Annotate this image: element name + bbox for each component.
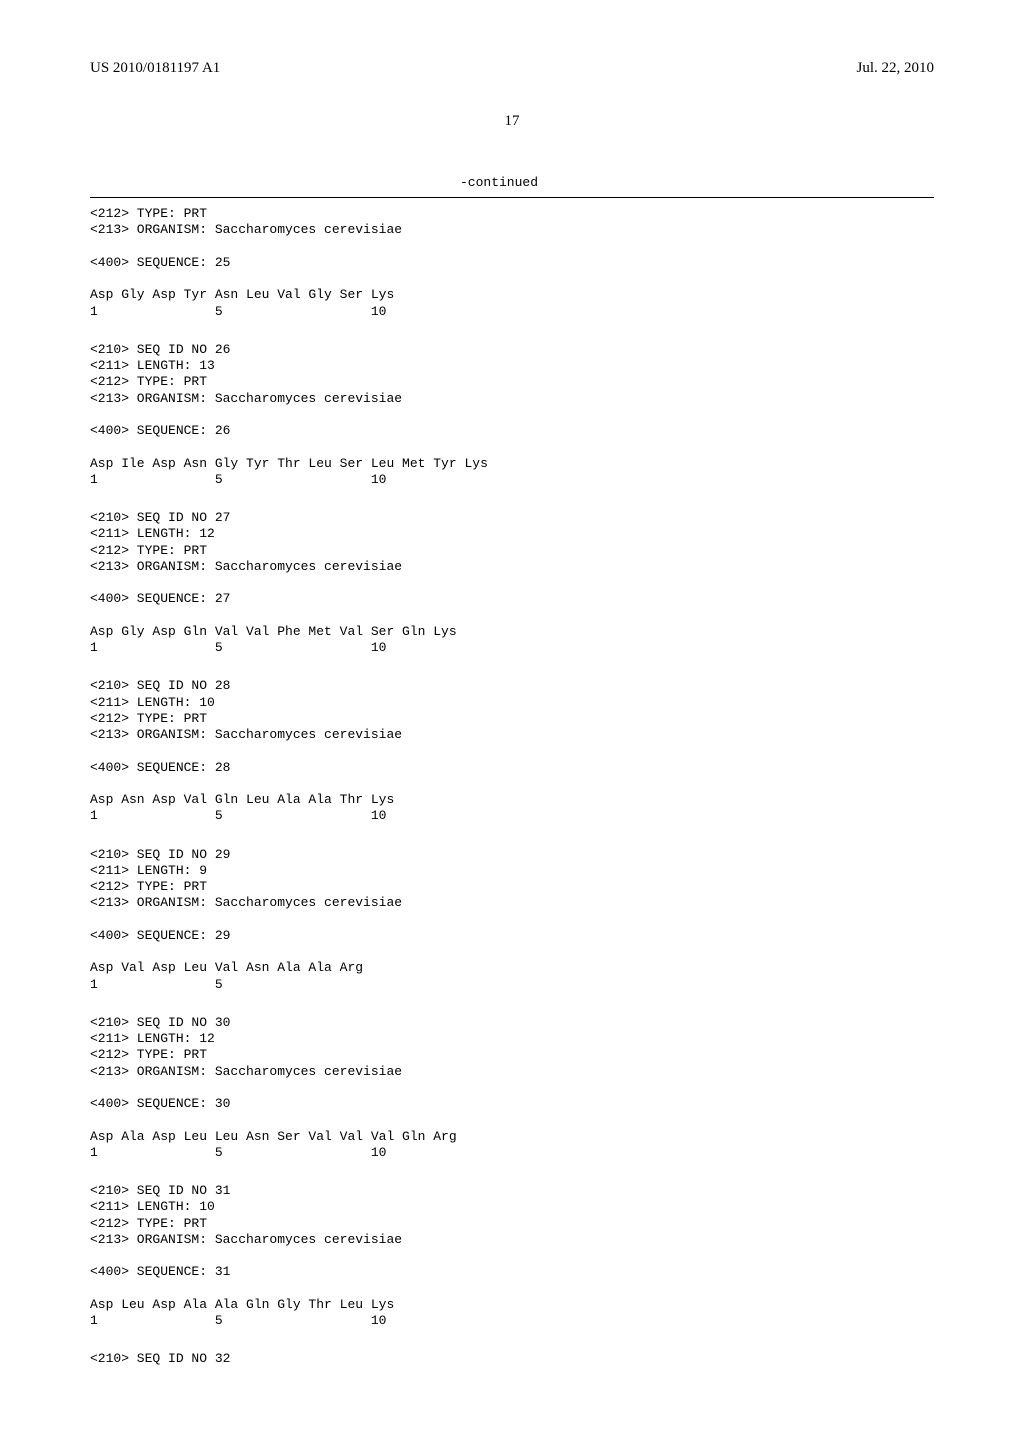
publication-date: Jul. 22, 2010 xyxy=(856,60,934,77)
page-number: 17 xyxy=(90,113,934,130)
sequence-text: <210> SEQ ID NO 30 <211> LENGTH: 12 <212… xyxy=(90,1015,934,1161)
sequence-text: <210> SEQ ID NO 26 <211> LENGTH: 13 <212… xyxy=(90,342,934,488)
sequence-text: <210> SEQ ID NO 29 <211> LENGTH: 9 <212>… xyxy=(90,847,934,993)
sequence-section: <210> SEQ ID NO 29 <211> LENGTH: 9 <212>… xyxy=(90,847,934,993)
page-container: US 2010/0181197 A1 Jul. 22, 2010 17 -con… xyxy=(0,0,1024,1430)
publication-number: US 2010/0181197 A1 xyxy=(90,60,220,77)
sequence-section: <210> SEQ ID NO 26 <211> LENGTH: 13 <212… xyxy=(90,342,934,488)
sequence-section: <210> SEQ ID NO 30 <211> LENGTH: 12 <212… xyxy=(90,1015,934,1161)
sequence-section: <210> SEQ ID NO 28 <211> LENGTH: 10 <212… xyxy=(90,678,934,824)
sequence-text: <212> TYPE: PRT <213> ORGANISM: Saccharo… xyxy=(90,206,934,320)
sequence-listing-rule xyxy=(90,197,934,198)
continued-label: -continued xyxy=(460,175,538,190)
page-header: US 2010/0181197 A1 Jul. 22, 2010 xyxy=(90,60,934,77)
sequence-sections: <212> TYPE: PRT <213> ORGANISM: Saccharo… xyxy=(90,206,934,1368)
sequence-text: <210> SEQ ID NO 31 <211> LENGTH: 10 <212… xyxy=(90,1183,934,1329)
sequence-section: <210> SEQ ID NO 27 <211> LENGTH: 12 <212… xyxy=(90,510,934,656)
sequence-section: <210> SEQ ID NO 32 xyxy=(90,1351,934,1367)
sequence-section: <212> TYPE: PRT <213> ORGANISM: Saccharo… xyxy=(90,206,934,320)
sequence-text: <210> SEQ ID NO 32 xyxy=(90,1351,934,1367)
sequence-text: <210> SEQ ID NO 28 <211> LENGTH: 10 <212… xyxy=(90,678,934,824)
continued-row: -continued xyxy=(90,175,934,193)
sequence-section: <210> SEQ ID NO 31 <211> LENGTH: 10 <212… xyxy=(90,1183,934,1329)
sequence-text: <210> SEQ ID NO 27 <211> LENGTH: 12 <212… xyxy=(90,510,934,656)
